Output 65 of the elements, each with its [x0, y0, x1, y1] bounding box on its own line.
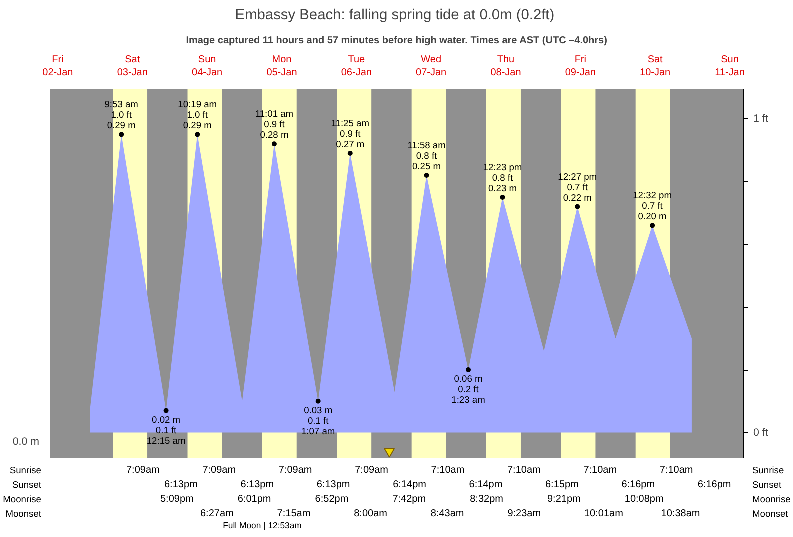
text: Sunset — [752, 480, 782, 490]
data-label: 10:19 am 1.0 ft 0.29 m — [178, 100, 218, 131]
text: 7:10am — [508, 465, 541, 476]
text: 7:10am — [431, 465, 465, 476]
y-tick-label: 1 ft — [754, 112, 768, 125]
text: 6:13pm — [164, 480, 198, 490]
x-tick-label: Tue 06-Jan — [341, 54, 372, 78]
text: 7:09am — [126, 465, 160, 476]
x-tick-label: Mon 05-Jan — [266, 54, 298, 78]
text: 8:00am — [354, 508, 388, 520]
text: Sunset — [12, 480, 42, 490]
text: 8:43am — [430, 508, 464, 520]
text: 10:08pm — [624, 494, 664, 505]
text: 6:16pm — [698, 480, 732, 490]
text: Sunrise — [752, 466, 784, 476]
text: 7:10am — [584, 465, 618, 476]
text: 7:09am — [355, 465, 388, 476]
text: 6:01pm — [238, 494, 272, 505]
text: Moonrise — [752, 494, 791, 504]
data-label: 12:27 pm 0.7 ft 0.22 m — [558, 172, 598, 203]
text: 7:09am — [202, 465, 236, 476]
text: 5:09pm — [160, 494, 194, 505]
text: Moonrise — [3, 494, 42, 504]
x-tick-label: Thu 08-Jan — [490, 54, 522, 78]
text: 10:01am — [584, 508, 624, 520]
x-tick-label: Sun 11-Jan — [715, 54, 745, 78]
data-label: 0.02 m 0.1 ft 12:15 am — [146, 414, 186, 446]
data-label: 12:23 pm 0.8 ft 0.23 m — [483, 162, 522, 194]
text: 0.0 m — [12, 436, 40, 448]
text: 6:15pm — [546, 480, 579, 490]
text: Full Moon | 12:53am — [223, 520, 302, 530]
x-tick-label: Wed 07-Jan — [416, 54, 447, 78]
text: 9:21pm — [548, 494, 581, 505]
text: Moonset — [6, 509, 42, 519]
text: 6:52pm — [315, 494, 349, 505]
text: 7:09am — [278, 465, 312, 476]
text: 6:13pm — [316, 480, 350, 490]
data-label: 11:58 am 0.8 ft 0.25 m — [408, 140, 446, 172]
data-label: 11:01 am 0.9 ft 0.28 m — [255, 109, 294, 140]
x-tick-label: Sun 04-Jan — [192, 54, 223, 78]
text: 6:14pm — [393, 480, 426, 490]
data-label: 0.06 m 0.2 ft 1:23 am — [452, 374, 486, 406]
text: 6:27am — [200, 508, 234, 520]
text: Sunrise — [10, 466, 42, 476]
x-tick-label: Fri 02-Jan — [42, 54, 74, 78]
text: 9:23am — [508, 508, 542, 520]
chart-subtitle: Image captured 11 hours and 57 minutes before high water. Times are AST (UTC –4.0hrs) — [186, 36, 608, 46]
text: 6:16pm — [622, 480, 656, 490]
text: 6:14pm — [469, 480, 503, 490]
x-tick-label: Fri 09-Jan — [565, 54, 596, 78]
x-tick-label: Sat 10-Jan — [640, 54, 671, 78]
x-tick-label: Sat 03-Jan — [117, 54, 148, 78]
data-label: 9:53 am 1.0 ft 0.29 m — [104, 100, 139, 131]
text: 6:13pm — [240, 480, 274, 490]
data-label: 12:32 pm 0.7 ft 0.20 m — [633, 190, 672, 222]
text: 7:42pm — [392, 494, 426, 505]
data-label: 0.03 m 0.1 ft 1:07 am — [301, 405, 336, 436]
text: 7:15am — [277, 508, 311, 520]
text: 10:38am — [661, 508, 700, 520]
text: 7:10am — [660, 465, 694, 476]
y-tick-label: 0 ft — [754, 426, 768, 439]
text: 8:32pm — [470, 494, 504, 505]
data-label: 11:25 am 0.9 ft 0.27 m — [331, 118, 370, 150]
chart-title: Embassy Beach: falling spring tide at 0.0m (0.2ft) — [235, 8, 555, 24]
text: Moonset — [752, 509, 788, 519]
